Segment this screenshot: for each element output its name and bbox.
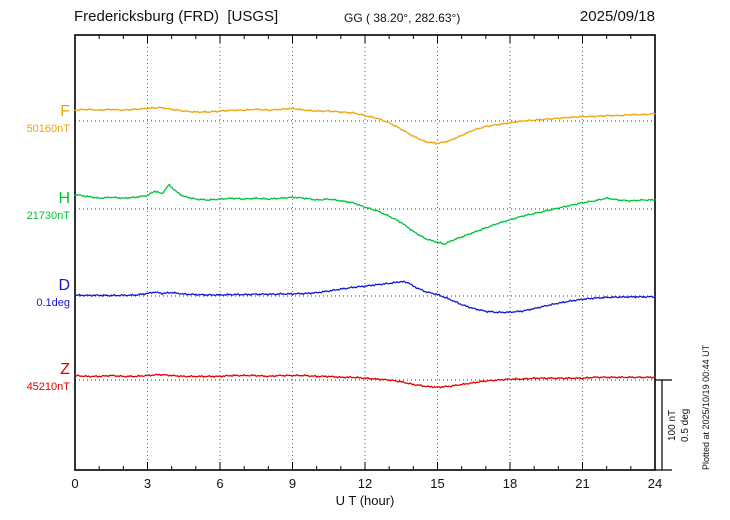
trace-label-Z: Z 45210nT <box>0 361 70 393</box>
trace-F <box>74 106 656 145</box>
trace-baseline-H: 21730nT <box>26 209 70 222</box>
x-axis-tick-label: 3 <box>143 476 152 491</box>
x-axis-tick-label: 6 <box>216 476 224 491</box>
scale-bar-nt-label: 100 nT <box>667 409 678 441</box>
geographic-coordinates: GG ( 38.20°, 282.63°) <box>344 11 461 25</box>
trace-D <box>74 280 656 314</box>
x-axis-tick-label: 12 <box>357 476 373 491</box>
trace-letter-H: H <box>58 190 70 207</box>
x-axis-label: U T (hour) <box>335 493 395 508</box>
plot-date: 2025/09/18 <box>579 8 655 25</box>
trace-letter-D: D <box>58 277 70 294</box>
x-axis-tick-label: 18 <box>502 476 518 491</box>
x-axis-tick-label: 21 <box>575 476 590 491</box>
page-title: Fredericksburg (FRD) [USGS] <box>74 8 279 25</box>
trace-letter-Z: Z <box>60 361 70 378</box>
trace-letter-F: F <box>60 103 70 120</box>
trace-label-H: H 21730nT <box>0 190 70 222</box>
x-axis-tick-label: 24 <box>647 476 663 491</box>
x-axis-tick-label: 15 <box>430 476 445 491</box>
x-axis-tick-label: 0 <box>71 476 79 491</box>
trace-baseline-D: 0.1deg <box>36 296 70 309</box>
plotted-timestamp-note: Plotted at 2025/10/19 00:44 UT <box>701 344 711 470</box>
trace-Z <box>74 373 656 389</box>
trace-label-D: D 0.1deg <box>0 277 70 309</box>
plot-frame <box>74 34 656 471</box>
trace-H <box>74 183 656 246</box>
scale-bar-labels: 100 nT 0.5 deg <box>666 382 692 468</box>
trace-baseline-Z: 45210nT <box>26 380 70 393</box>
trace-label-F: F 50160nT <box>0 103 70 135</box>
scale-bar-deg-label: 0.5 deg <box>680 408 691 442</box>
x-axis-tick-label: 9 <box>288 476 297 491</box>
trace-baseline-F: 50160nT <box>26 122 70 135</box>
